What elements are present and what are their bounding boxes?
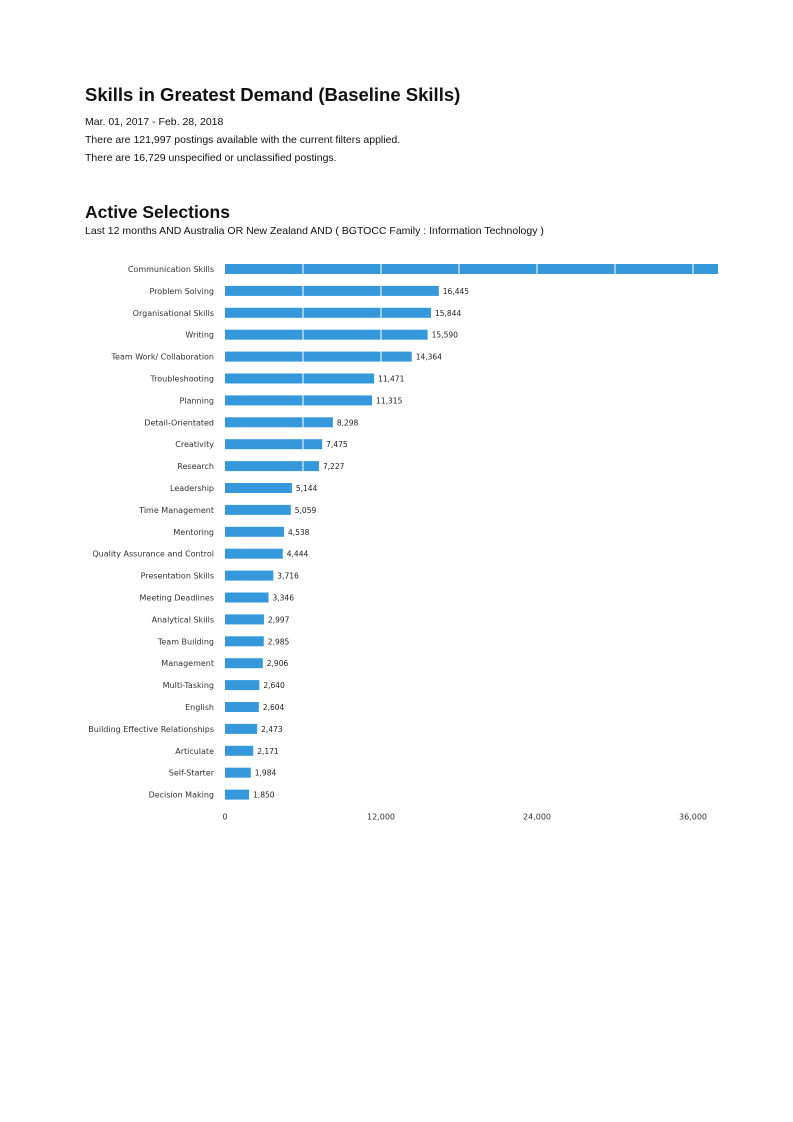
value-label: 5,059 (295, 506, 317, 515)
category-label: Writing (185, 331, 214, 340)
x-tick-label: 12,000 (367, 813, 395, 822)
bar-creativity (225, 439, 323, 450)
bar-planning (225, 395, 373, 406)
value-label: 15,844 (435, 309, 461, 318)
value-label: 1,984 (255, 769, 277, 778)
bar-problem-solving (225, 285, 439, 296)
value-label: 2,171 (257, 747, 279, 756)
category-label: Quality Assurance and Control (92, 550, 214, 559)
category-label: Communication Skills (128, 265, 214, 274)
value-label: 3,346 (273, 594, 295, 603)
bar-multi-tasking (225, 680, 260, 691)
active-selections-title: Active Selections (85, 202, 230, 222)
value-label: 2,985 (268, 637, 290, 646)
bar-analytical-skills (225, 614, 264, 625)
bar-articulate (225, 745, 254, 756)
category-label: Leadership (170, 484, 214, 493)
value-label: 7,227 (323, 462, 345, 471)
labels-layer: Communication Skills Problem Solving 16,44… (88, 265, 707, 822)
category-label: Management (161, 659, 214, 668)
category-label: Research (177, 462, 214, 471)
bar-team-work-collaboration (225, 351, 412, 362)
category-label: Multi-Tasking (163, 681, 214, 690)
value-label: 16,445 (443, 287, 469, 296)
bar-quality-assurance-and-control (225, 548, 283, 559)
category-label: Team Work/ Collaboration (111, 353, 215, 362)
unspecified-postings-text: There are 16,729 unspecified or unclassi… (85, 152, 337, 164)
date-range: Mar. 01, 2017 - Feb. 28, 2018 (85, 116, 224, 128)
category-label: Presentation Skills (141, 572, 214, 581)
value-label: 5,144 (296, 484, 318, 493)
category-label: Detail-Orientated (144, 418, 214, 427)
category-label: Building Effective Relationships (88, 725, 214, 734)
bar-research (225, 461, 319, 472)
bar-meeting-deadlines (225, 592, 269, 603)
bar-troubleshooting (225, 373, 375, 384)
value-label: 1,850 (253, 791, 275, 800)
category-label: Decision Making (149, 791, 214, 800)
value-label: 2,997 (268, 615, 290, 624)
bar-management (225, 658, 263, 669)
bar-english (225, 702, 259, 712)
active-selections-filter: Last 12 months AND Australia OR New Zeal… (85, 225, 544, 237)
postings-count-text: There are 121,997 postings available wit… (85, 134, 401, 146)
bar-presentation-skills (225, 570, 274, 581)
bar-self-starter (225, 767, 251, 778)
category-label: Troubleshooting (149, 375, 214, 384)
category-label: Planning (180, 396, 214, 405)
gridlines-layer (302, 262, 694, 802)
bar-building-effective-relationships (225, 723, 258, 734)
bar-leadership (225, 483, 292, 493)
category-label: Problem Solving (149, 287, 214, 296)
category-label: Self-Starter (169, 769, 215, 778)
category-label: Mentoring (173, 528, 214, 537)
bar-time-management (225, 504, 291, 515)
category-label: Meeting Deadlines (140, 594, 214, 603)
value-label: 2,640 (263, 681, 285, 690)
value-label: 4,444 (287, 550, 309, 559)
bar-team-building (225, 636, 264, 647)
x-tick-label: 24,000 (523, 813, 551, 822)
category-label: Analytical Skills (152, 615, 214, 624)
x-tick-label: 36,000 (679, 813, 707, 822)
bar-detail-orientated (225, 417, 333, 428)
category-label: Time Management (138, 506, 214, 515)
value-label: 11,471 (378, 375, 404, 384)
value-label: 2,604 (263, 703, 285, 712)
category-label: Creativity (175, 440, 214, 449)
bar-mentoring (225, 526, 284, 537)
bar-writing (225, 329, 428, 340)
category-label: Team Building (157, 637, 214, 646)
value-label: 8,298 (337, 418, 359, 427)
value-label: 4,538 (288, 528, 310, 537)
value-label: 2,473 (261, 725, 283, 734)
category-label: English (185, 703, 214, 712)
bars-layer (225, 264, 718, 800)
value-label: 7,475 (326, 440, 348, 449)
bar-decision-making (225, 789, 250, 800)
category-label: Organisational Skills (133, 309, 214, 318)
x-tick-label: 0 (222, 813, 227, 822)
value-label: 14,364 (416, 353, 442, 362)
value-label: 3,716 (277, 572, 299, 581)
page-title: Skills in Greatest Demand (Baseline Skil… (85, 84, 461, 105)
bar-communication-skills (225, 264, 718, 274)
value-label: 11,315 (376, 396, 402, 405)
bar-organisational-skills (225, 307, 431, 318)
category-label: Articulate (175, 747, 214, 756)
value-label: 2,906 (267, 659, 289, 668)
value-label: 15,590 (432, 331, 458, 340)
